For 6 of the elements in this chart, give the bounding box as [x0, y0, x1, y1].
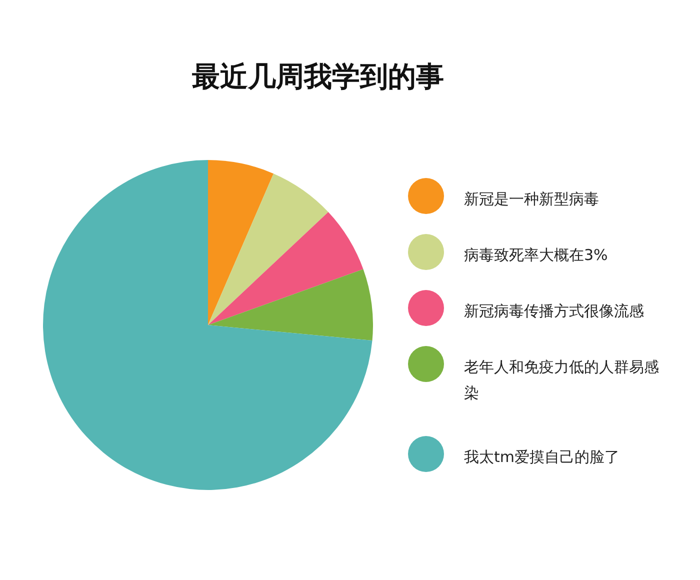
legend-label: 病毒致死率大概在3% [464, 245, 609, 266]
legend-label: 老年人和免疫力低的人群易感染 [464, 357, 660, 404]
legend-label: 新冠病毒传播方式很像流感 [464, 301, 645, 322]
legend-label: 我太tm爱摸自己的脸了 [464, 447, 620, 468]
chart-title: 最近几周我学到的事 [191, 59, 445, 95]
legend-label: 新冠是一种新型病毒 [464, 189, 600, 210]
